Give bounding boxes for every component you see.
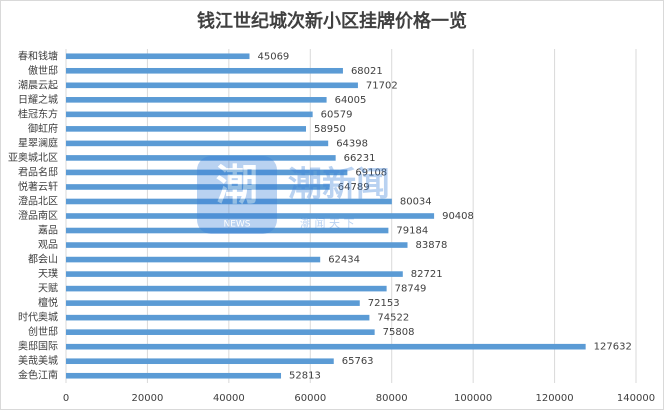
- bar: [66, 126, 307, 132]
- value-label: 74522: [377, 313, 409, 324]
- y-tick-label: 时代奥城: [18, 311, 58, 324]
- value-label: 90408: [442, 211, 474, 222]
- y-tick-label: 奥邸国际: [18, 340, 58, 353]
- bar: [66, 111, 313, 118]
- plot: 0 20000 40000 60000 80000 100000 120000 140000 春…: [8, 49, 655, 404]
- value-label: 127632: [594, 342, 632, 353]
- value-label: 52813: [289, 371, 321, 382]
- bar: [66, 242, 408, 248]
- value-label: 80034: [400, 196, 432, 207]
- value-label: 62434: [328, 255, 360, 266]
- y-tick-label: 君品名邸: [18, 165, 58, 178]
- bar: [66, 372, 282, 379]
- watermark-icon: [197, 156, 277, 234]
- bar: [66, 82, 358, 89]
- bar: [66, 198, 392, 205]
- y-tick-label: 都会山: [28, 253, 58, 266]
- x-tick-label: 80000: [376, 393, 408, 404]
- watermark-icon-text: 潮: [216, 161, 258, 210]
- y-tick-label: 美哉美城: [18, 354, 58, 367]
- bar: [66, 314, 370, 321]
- bar: [66, 271, 403, 277]
- y-tick-label: 檀悦: [38, 296, 58, 309]
- x-tick-label: 100000: [454, 393, 492, 404]
- y-tick-label: 观品: [38, 239, 58, 251]
- y-tick-label: 星翠澜庭: [18, 136, 58, 149]
- watermark: 潮 NEWS 潮新闻 潮 闻 天 下: [197, 156, 390, 234]
- bar: [66, 97, 327, 103]
- value-label: 79184: [396, 226, 428, 237]
- bar: [66, 169, 348, 176]
- bar: [66, 140, 329, 147]
- value-label: 78749: [395, 284, 427, 295]
- value-label: 71702: [366, 80, 398, 91]
- y-tick-label: 春和钱塘: [18, 49, 58, 62]
- value-label: 66231: [344, 153, 376, 164]
- y-tick-label: 亚奥城北区: [8, 151, 58, 164]
- bar: [66, 53, 250, 60]
- value-label: 83878: [416, 240, 448, 251]
- bar: [66, 343, 586, 350]
- y-tick-label: 御虹府: [28, 122, 58, 135]
- y-tick-label: 傲世邸: [28, 64, 58, 77]
- bar: [66, 285, 387, 292]
- watermark-icon-sub: NEWS: [223, 220, 250, 230]
- x-tick-label: 0: [63, 393, 69, 404]
- y-tick-label: 天璞: [38, 267, 58, 280]
- value-label: 72153: [368, 298, 400, 309]
- y-tick-label: 日耀之城: [18, 93, 58, 106]
- y-tick-label: 潮晨云起: [18, 78, 58, 91]
- bar: [66, 67, 343, 74]
- x-tick-label: 40000: [213, 393, 245, 404]
- value-label: 64398: [336, 138, 368, 149]
- y-tick-label: 金色江南: [18, 369, 58, 382]
- value-label: 45069: [257, 51, 289, 62]
- bar: [66, 213, 435, 219]
- bar: [66, 329, 375, 335]
- watermark-slogan: 潮 闻 天 下: [300, 216, 355, 230]
- bar: [66, 300, 360, 306]
- value-label: 82721: [411, 269, 443, 280]
- y-tick-label: 澄品北区: [18, 194, 58, 207]
- value-label: 69108: [355, 167, 387, 178]
- value-label: 64789: [338, 182, 370, 193]
- value-label: 75808: [383, 327, 415, 338]
- y-tick-label: 桂冠东方: [18, 107, 58, 120]
- y-tick-label: 创世邸: [28, 325, 58, 338]
- y-tick-label: 嘉品: [38, 224, 58, 237]
- value-label: 58950: [314, 124, 346, 135]
- bar: [66, 358, 334, 365]
- bar: [66, 256, 321, 263]
- watermark-name: 潮新闻: [288, 165, 390, 205]
- y-tick-label: 悦著云轩: [18, 180, 58, 193]
- chart-title: 钱江世纪城次新小区挂牌价格一览: [197, 10, 467, 32]
- bar: [66, 155, 336, 161]
- x-tick-label: 20000: [132, 393, 164, 404]
- y-tick-label: 澄品南区: [18, 209, 58, 222]
- value-label: 60579: [321, 109, 353, 120]
- bar: [66, 227, 389, 234]
- y-tick-label: 天赋: [38, 283, 58, 295]
- x-tick-label: 60000: [294, 393, 326, 404]
- x-tick-label: 120000: [535, 393, 573, 404]
- x-tick-label: 140000: [617, 393, 655, 404]
- value-label: 65763: [342, 356, 374, 367]
- value-label: 64005: [335, 95, 367, 106]
- value-label: 68021: [351, 66, 383, 77]
- bar: [66, 184, 330, 190]
